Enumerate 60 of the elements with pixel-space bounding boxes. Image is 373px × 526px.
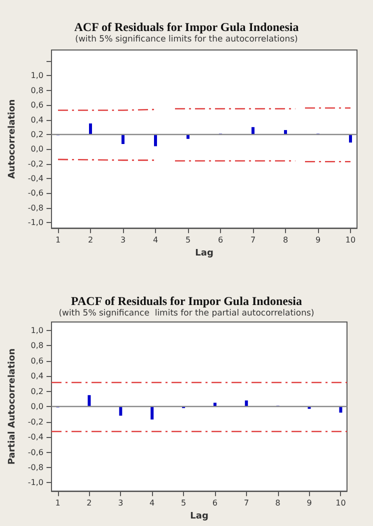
- x-axis-title: Lag: [195, 248, 214, 258]
- y-axis-title: Partial Autocorrelation: [8, 348, 18, 465]
- bar: [88, 395, 91, 407]
- x-tick-label: 8: [275, 498, 280, 508]
- x-tick-label: 10: [345, 236, 356, 245]
- y-tick-label: -0,8: [28, 462, 44, 472]
- bar: [150, 406, 154, 420]
- chart-title: ACF of Residuals for Impor Gula Indonesia: [74, 20, 299, 34]
- x-tick-label: 1: [55, 498, 60, 508]
- x-tick-label: 6: [218, 236, 224, 245]
- y-tick-label: -1,0: [28, 478, 44, 488]
- y-axis-title: Autocorrelation: [8, 99, 18, 179]
- y-tick-label: -1,0: [28, 218, 44, 228]
- y-tick-label: -0,2: [28, 417, 44, 426]
- x-tick-label: 4: [152, 236, 158, 245]
- chart-title: PACF of Residuals for Impor Gula Indonesia: [71, 294, 302, 308]
- y-tick-label: -0,6: [28, 188, 44, 198]
- x-tick-label: 10: [336, 498, 346, 508]
- x-tick-label: 9: [315, 236, 321, 245]
- y-tick-label: 0,4: [30, 372, 44, 381]
- bar: [119, 406, 122, 416]
- x-tick-label: 7: [244, 498, 249, 508]
- bar: [244, 400, 248, 407]
- bar: [349, 134, 352, 143]
- y-tick-label: 0,6: [30, 356, 44, 366]
- y-tick-label: 0,2: [30, 386, 44, 396]
- y-tick-label: 0,8: [30, 341, 44, 350]
- x-tick-label: 4: [150, 498, 155, 508]
- x-tick-label: 7: [250, 236, 256, 245]
- y-tick-label: 0,0: [30, 402, 44, 412]
- chart-subtitle: (with 5% significance limits for the partial autocorrelations): [58, 308, 314, 318]
- x-tick-label: 9: [306, 498, 312, 508]
- bar: [252, 127, 255, 134]
- x-tick-label: 3: [118, 498, 124, 508]
- y-tick-label: 0,6: [30, 100, 44, 110]
- x-tick-label: 2: [86, 498, 92, 508]
- y-tick-label: 1,0: [30, 326, 44, 335]
- y-tick-label: -0,4: [28, 174, 44, 184]
- y-tick-label: -0,8: [28, 203, 44, 212]
- y-tick-label: 0,0: [30, 144, 44, 154]
- bar: [122, 134, 125, 144]
- y-tick-label: 0,2: [30, 130, 44, 139]
- x-tick-label: 2: [88, 236, 94, 245]
- x-tick-label: 3: [120, 236, 126, 245]
- x-tick-label: 6: [212, 498, 218, 508]
- y-tick-label: 0,8: [30, 86, 44, 95]
- y-tick-label: -0,6: [28, 448, 44, 457]
- x-axis-title: Lag: [190, 512, 208, 522]
- y-tick-label: 0,4: [30, 115, 44, 124]
- y-tick-label: -0,4: [28, 432, 44, 442]
- bar: [339, 406, 342, 413]
- x-tick-label: 5: [185, 236, 191, 245]
- x-tick-label: 1: [55, 236, 61, 245]
- y-tick-label: 1,0: [30, 71, 44, 80]
- x-tick-label: 5: [180, 498, 186, 508]
- x-tick-label: 8: [282, 236, 288, 245]
- chart-subtitle: (with 5% significance limits for the autocorrelations): [75, 34, 298, 44]
- y-tick-label: -0,2: [28, 159, 44, 168]
- bar: [154, 134, 158, 146]
- bar: [89, 123, 92, 134]
